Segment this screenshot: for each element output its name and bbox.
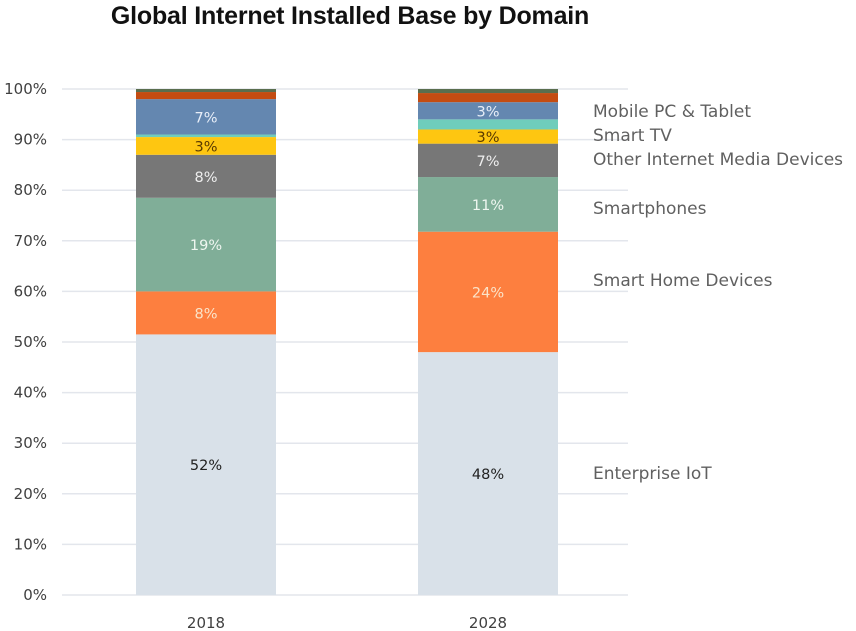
legend-label-smartphones: Smartphones <box>593 199 707 219</box>
data-label: 11% <box>472 198 504 214</box>
data-labels: 52% 8% 19% 8% 3% 7% 48% 24% 11% 7% 3% 3% <box>190 104 504 483</box>
bar-segment-smart-home-devices-2028 <box>418 231 558 353</box>
y-tick-label: 80% <box>14 181 47 199</box>
bars <box>136 89 558 595</box>
y-tick-label: 20% <box>14 485 47 503</box>
data-label: 19% <box>190 238 222 254</box>
data-label: 7% <box>476 154 499 170</box>
bar-segment-wearables-2028 <box>418 119 558 130</box>
bar-segment-enterprise-iot-2028 <box>418 352 558 595</box>
data-label: 7% <box>194 110 217 126</box>
x-tick-label: 2028 <box>469 614 507 631</box>
chart-title: Global Internet Installed Base by Domain <box>110 2 590 30</box>
bar-segment-mobile-pc-tablet-2018 <box>136 99 276 135</box>
x-tick-label: 2018 <box>187 614 225 631</box>
y-tick-label: 50% <box>14 333 47 351</box>
bar-segment-wearables-2018 <box>136 134 276 138</box>
x-axis-ticks: 2018 2028 <box>187 614 507 631</box>
bar-segment-smart-tv-2018 <box>136 137 276 155</box>
data-label: 3% <box>476 130 499 146</box>
bar-segment-smartphones-2018 <box>136 197 276 292</box>
y-tick-label: 60% <box>14 282 47 300</box>
legend-label-smart-tv: Smart TV <box>593 126 672 146</box>
y-tick-label: 40% <box>14 384 47 402</box>
legend: Enterprise IoT Smart Home Devices Smartpho… <box>593 102 843 484</box>
bar-segment-other-internet-media-devices-2018 <box>136 154 276 198</box>
y-tick-label: 0% <box>23 586 47 604</box>
legend-label-mobile-pc-tablet: Mobile PC & Tablet <box>593 102 751 122</box>
bar-segment-enterprise-iot-2018 <box>136 334 276 595</box>
y-axis-ticks: 0% 10% 20% 30% 40% 50% 60% 70% 80% 90% 100% <box>4 80 47 604</box>
y-tick-label: 90% <box>14 131 47 149</box>
legend-label-smart-home-devices: Smart Home Devices <box>593 271 773 291</box>
data-label: 8% <box>194 170 217 186</box>
data-label: 24% <box>472 285 504 301</box>
y-tick-label: 30% <box>14 434 47 452</box>
bar-segment-other-2018 <box>136 92 276 100</box>
legend-label-enterprise-iot: Enterprise IoT <box>593 464 712 484</box>
y-tick-label: 100% <box>4 80 47 98</box>
bar-segment-smartphones-2028 <box>418 177 558 232</box>
legend-label-other-internet-media-devices: Other Internet Media Devices <box>593 150 843 170</box>
bar-segment-smart-tv-2028 <box>418 129 558 144</box>
data-label: 52% <box>190 458 222 474</box>
y-tick-label: 70% <box>14 232 47 250</box>
bar-segment-other-2028 <box>418 93 558 103</box>
data-label: 8% <box>194 306 217 322</box>
data-label: 3% <box>476 104 499 120</box>
y-tick-label: 10% <box>14 535 47 553</box>
data-label: 3% <box>194 139 217 155</box>
bar-segment-other-internet-media-devices-2028 <box>418 143 558 178</box>
bar-segment-mobile-pc-tablet-2028 <box>418 102 558 120</box>
data-label: 48% <box>472 467 504 483</box>
bar-segment-other-2-2028 <box>418 89 558 94</box>
bar-segment-smart-home-devices-2018 <box>136 291 276 335</box>
bar-segment-other-2-2018 <box>136 89 276 93</box>
